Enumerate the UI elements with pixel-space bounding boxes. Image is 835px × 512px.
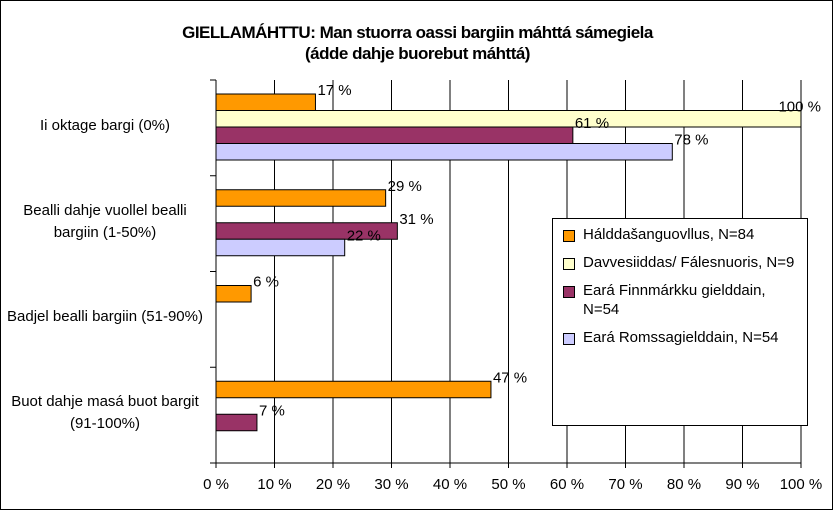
x-tick-label: 100 % — [780, 476, 823, 493]
legend-label: Davvesiiddas/ Fálesnuoris, N=9 — [583, 254, 795, 271]
data-label: 78 % — [674, 132, 708, 149]
bar — [215, 189, 387, 207]
bar — [215, 93, 316, 111]
legend: Hálddašanguovllus, N=84 Davvesiiddas/ Fál… — [552, 218, 808, 426]
bar — [215, 413, 258, 432]
legend-item: Eará Romssagielddain, N=54 — [563, 328, 801, 347]
data-label: 31 % — [399, 211, 433, 228]
category-label: Buot dahje masá buot bargit (91-100%) — [11, 393, 199, 433]
x-tick-label: 10 % — [257, 476, 291, 493]
x-tick-label: 60 % — [550, 476, 584, 493]
x-tick-label: 70 % — [608, 476, 642, 493]
bar — [215, 143, 673, 161]
x-tick-label: 20 % — [316, 476, 350, 493]
x-tick-label: 0 % — [203, 476, 229, 493]
data-label: 47 % — [493, 369, 527, 386]
chart-title: GIELLAMÁHTTU: Man stuorra oassi bargiin … — [182, 23, 653, 42]
x-tick-label: 50 % — [491, 476, 525, 493]
x-tick-label: 80 % — [667, 476, 701, 493]
data-label: 100 % — [778, 99, 821, 116]
data-label: 6 % — [253, 274, 279, 291]
data-label: 22 % — [347, 227, 381, 244]
category-label: Ii oktage bargi (0%) — [39, 116, 171, 134]
legend-label: Hálddašanguovllus, N=84 — [583, 226, 755, 243]
legend-swatch — [563, 286, 575, 298]
bar — [215, 126, 574, 144]
data-label: 7 % — [259, 402, 285, 419]
chart-title-block: GIELLAMÁHTTU: Man stuorra oassi bargiin … — [0, 22, 835, 64]
data-label: 17 % — [317, 82, 351, 99]
x-tick-label: 40 % — [433, 476, 467, 493]
category-label: Badjel bealli bargiin (51-90%) — [7, 308, 203, 326]
x-tick-label: 90 % — [725, 476, 759, 493]
legend-item: Hálddašanguovllus, N=84 — [563, 225, 801, 244]
legend-item: Davvesiiddas/ Fálesnuoris, N=9 — [563, 253, 801, 272]
legend-swatch — [563, 333, 575, 345]
bar — [215, 285, 252, 303]
legend-item: Eará Finnmárkku gielddain, N=54 — [563, 281, 801, 319]
data-label: 61 % — [575, 115, 609, 132]
legend-swatch — [563, 230, 575, 242]
bar — [215, 238, 346, 257]
data-label: 29 % — [388, 178, 422, 195]
legend-label: Eará Romssagielddain, N=54 — [583, 329, 779, 346]
x-tick-label: 30 % — [374, 476, 408, 493]
bar — [215, 110, 802, 128]
legend-swatch — [563, 258, 575, 270]
legend-label: Eará Finnmárkku gielddain, N=54 — [583, 282, 766, 318]
category-label: Bealli dahje vuollel bealli bargiin (1-5… — [23, 201, 187, 241]
chart-subtitle: (ádde dahje buorebut máhttá) — [305, 44, 530, 63]
bar — [215, 380, 492, 399]
